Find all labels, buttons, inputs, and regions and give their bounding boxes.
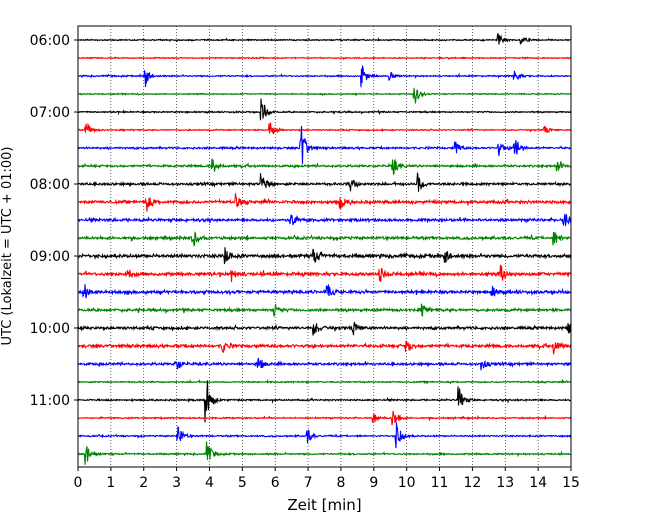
x-tick-label: 3 — [172, 475, 181, 491]
x-tick-label: 0 — [74, 475, 83, 491]
x-tick-label: 5 — [238, 475, 247, 491]
trace-09:30 — [77, 284, 572, 299]
trace-06:00 — [77, 33, 572, 45]
trace-08:00 — [77, 172, 572, 192]
trace-06:45 — [77, 87, 572, 104]
trace-06:30 — [77, 64, 572, 88]
trace-11:45 — [77, 441, 572, 465]
x-tick-label: 10 — [398, 475, 416, 491]
x-tick-label: 6 — [271, 475, 280, 491]
x-axis: 0 1 2 3 4 5 6 7 8 9 10 11 12 13 14 15 — [74, 467, 580, 491]
y-tick-label: 07:00 — [30, 105, 70, 121]
trace-08:45 — [77, 231, 572, 247]
y-axis: 06:00 07:00 08:00 09:00 10:00 11:00 — [30, 33, 78, 409]
trace-10:45 — [77, 378, 572, 385]
trace-10:30 — [77, 358, 572, 371]
trace-07:30 — [77, 125, 572, 164]
x-tick-label: 9 — [369, 475, 378, 491]
trace-09:15 — [77, 264, 572, 283]
x-axis-label: Zeit [min] — [287, 496, 361, 514]
trace-11:30 — [77, 422, 572, 449]
trace-08:30 — [77, 213, 572, 227]
trace-09:45 — [77, 303, 572, 317]
trace-10:15 — [77, 340, 572, 355]
x-tick-label: 4 — [205, 475, 214, 491]
trace-09:00 — [77, 247, 572, 265]
trace-07:15 — [77, 122, 572, 135]
trace-07:00 — [77, 98, 572, 121]
trace-08:15 — [77, 193, 572, 212]
y-tick-label: 09:00 — [30, 249, 70, 265]
trace-11:00 — [77, 380, 572, 423]
x-tick-label: 14 — [529, 475, 547, 491]
y-axis-label: UTC (Lokalzeit = UTC + 01:00) — [0, 147, 15, 346]
x-tick-label: 1 — [106, 475, 115, 491]
trace-07:45 — [77, 158, 572, 176]
x-tick-label: 8 — [336, 475, 345, 491]
y-tick-label: 11:00 — [30, 393, 70, 409]
trace-10:00 — [77, 321, 572, 336]
x-tick-label: 7 — [304, 475, 313, 491]
y-tick-label: 10:00 — [30, 321, 70, 337]
x-tick-label: 12 — [463, 475, 481, 491]
x-tick-label: 13 — [496, 475, 514, 491]
y-tick-label: 06:00 — [30, 33, 70, 49]
x-tick-label: 2 — [139, 475, 148, 491]
x-tick-label: 11 — [431, 475, 449, 491]
trace-06:15 — [77, 55, 572, 61]
x-tick-label: 15 — [562, 475, 580, 491]
trace-11:15 — [77, 410, 572, 426]
trace-group — [77, 33, 572, 465]
y-tick-label: 08:00 — [30, 177, 70, 193]
plot-frame — [77, 25, 572, 468]
